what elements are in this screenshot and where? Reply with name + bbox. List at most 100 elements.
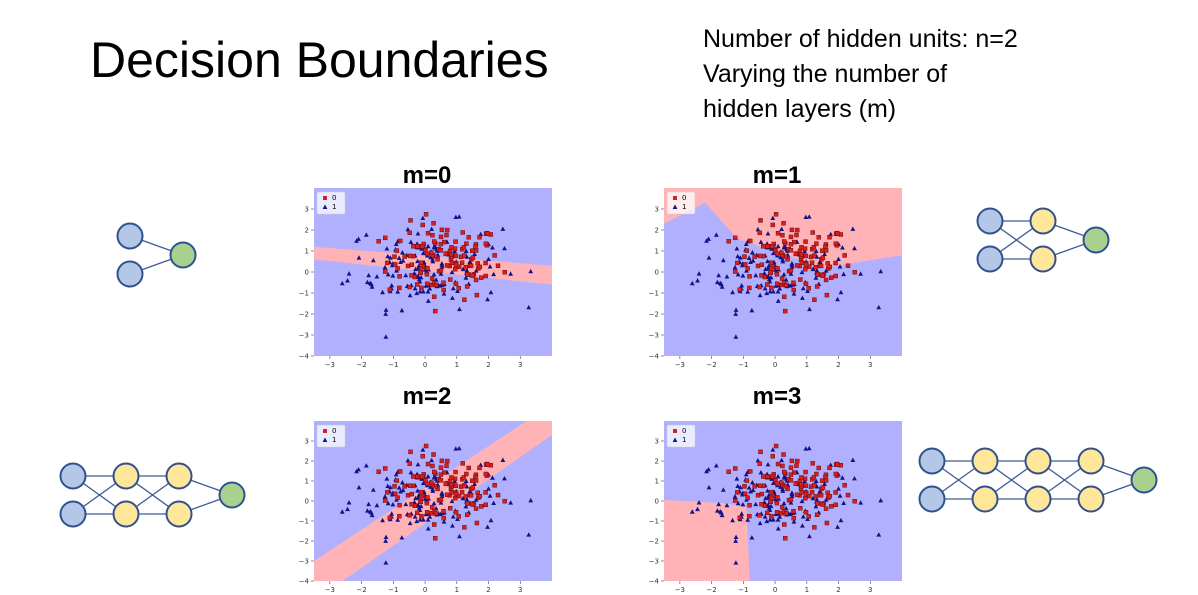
class-0-point: [431, 220, 436, 226]
class-0-point: [430, 233, 435, 238]
class-0-point: [773, 443, 779, 449]
class-1-point: [418, 503, 424, 509]
class-0-point: [470, 502, 475, 507]
class-0-point: [780, 463, 785, 469]
class-1-point: [746, 485, 752, 490]
class-1-point: [810, 495, 816, 501]
class-0-point: [815, 501, 820, 506]
class-1-point: [420, 480, 426, 486]
class-0-point: [827, 264, 833, 270]
class-1-point: [850, 226, 856, 231]
class-1-point: [758, 239, 764, 244]
class-0-point: [463, 265, 469, 270]
class-1-point: [696, 271, 702, 276]
class-1-point: [743, 471, 749, 477]
class-1-point: [720, 257, 726, 263]
class-0-point: [794, 492, 800, 497]
class-1-point: [429, 457, 435, 463]
class-0-point: [803, 483, 809, 488]
class-0-point: [768, 270, 773, 275]
class-0-point: [485, 462, 490, 467]
legend-marker-0: [323, 429, 327, 433]
class-1-point: [439, 493, 445, 498]
x-tick-label: 0: [423, 586, 427, 594]
class-1-point: [720, 487, 726, 492]
class-1-point: [737, 484, 743, 490]
class-0-point: [818, 263, 824, 269]
class-0-point: [803, 510, 809, 515]
class-1-point: [779, 226, 785, 232]
class-1-point: [439, 264, 445, 269]
class-1-point: [689, 280, 695, 286]
class-1-point: [770, 289, 776, 294]
class-0-point: [809, 260, 815, 265]
class-1-point: [763, 495, 768, 501]
class-0-point: [823, 244, 828, 250]
class-0-point: [495, 492, 501, 498]
class-1-point: [414, 290, 420, 296]
class-1-point: [450, 295, 455, 300]
x-tick-label: −1: [738, 361, 748, 369]
x-tick-label: −3: [325, 586, 335, 594]
class-0-point: [779, 504, 785, 510]
legend-label-0: 0: [682, 427, 686, 435]
y-tick-label: −3: [299, 558, 309, 566]
class-1-point: [485, 296, 490, 302]
class-0-point: [818, 492, 824, 498]
class-0-point: [745, 266, 750, 271]
class-0-point: [765, 282, 770, 287]
class-0-point: [376, 239, 381, 244]
class-1-point: [384, 246, 390, 251]
y-tick-label: 1: [305, 248, 309, 256]
class-0-point: [752, 254, 757, 259]
plot-title-m1: m=1: [752, 162, 802, 189]
class-1-point: [464, 268, 470, 273]
class-1-point: [400, 487, 406, 493]
y-tick-label: −1: [649, 518, 659, 526]
class-1-point: [500, 457, 506, 462]
class-0-point: [793, 251, 798, 257]
class-0-point: [394, 248, 400, 253]
class-1-point: [387, 255, 393, 260]
class-0-point: [784, 282, 789, 288]
x-tick-label: 2: [486, 586, 490, 594]
class-0-point: [464, 512, 470, 517]
class-0-point: [477, 465, 482, 471]
x-tick-label: −2: [706, 361, 716, 369]
class-0-point: [757, 513, 762, 518]
class-1-point: [396, 485, 402, 490]
class-0-point: [774, 272, 780, 277]
class-1-point: [399, 535, 405, 540]
y-tick-label: −2: [649, 311, 659, 319]
class-1-point: [460, 266, 466, 272]
class-0-point: [398, 469, 403, 474]
class-1-point: [346, 271, 352, 276]
hidden-node: [1024, 485, 1052, 513]
class-0-point: [453, 483, 459, 488]
hidden-node: [1077, 447, 1105, 475]
class-1-point: [775, 298, 781, 303]
class-0-point: [382, 466, 388, 471]
class-1-point: [770, 447, 776, 452]
y-tick-label: 1: [655, 248, 659, 256]
class-0-point: [395, 495, 400, 500]
class-1-point: [717, 509, 723, 514]
class-0-point: [453, 266, 458, 272]
decision-plot-m0: −3 −2 −1 0 1 2 3 −4 −3 −2 −1 0 1 2 3 0 1: [296, 188, 556, 370]
class-0-point: [464, 471, 469, 477]
class-0-point: [423, 443, 429, 449]
class-1-point: [838, 517, 844, 523]
class-1-point: [750, 258, 756, 263]
decision-plot-m2: −3 −2 −1 0 1 2 3 −4 −3 −2 −1 0 1 2 3 0 1: [296, 421, 556, 595]
x-tick-label: −2: [356, 586, 366, 594]
y-tick-label: −1: [299, 290, 309, 298]
class-0-point: [794, 263, 800, 268]
class-0-point: [449, 490, 455, 495]
input-node: [116, 260, 144, 288]
class-1-point: [781, 245, 787, 250]
class-1-point: [491, 500, 497, 506]
class-0-point: [495, 263, 501, 268]
class-0-point: [407, 284, 412, 290]
class-0-point: [759, 262, 765, 267]
legend: 01: [666, 424, 696, 448]
